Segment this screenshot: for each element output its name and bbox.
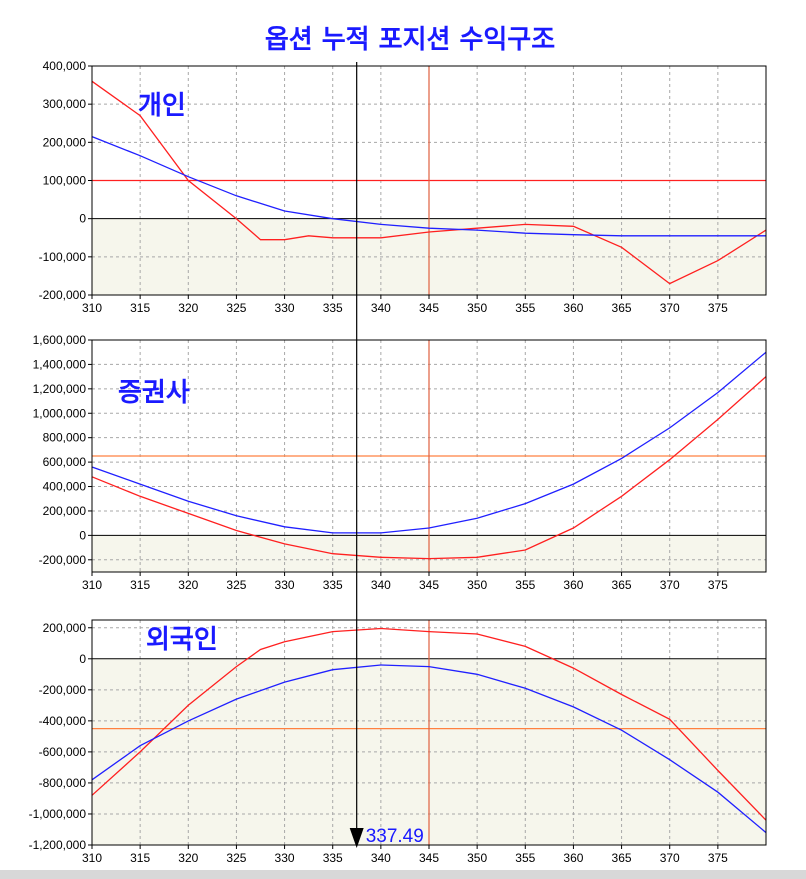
y-tick-label: 1,600,000: [33, 333, 87, 347]
y-tick-label: 800,000: [43, 431, 87, 445]
x-tick-label: 365: [612, 851, 632, 865]
y-tick-label: -200,000: [39, 553, 87, 567]
x-tick-label: 320: [178, 301, 198, 315]
y-tick-label: 200,000: [43, 504, 87, 518]
panel-label-individual: 개인: [138, 91, 186, 121]
x-tick-label: 350: [467, 851, 487, 865]
y-tick-label: 1,400,000: [33, 357, 87, 371]
x-tick-label: 310: [82, 301, 102, 315]
x-tick-label: 375: [708, 851, 728, 865]
x-tick-label: 315: [130, 301, 150, 315]
x-tick-label: 360: [563, 851, 583, 865]
panel-label-foreign: 외국인: [146, 625, 218, 655]
chart-panels: 310 315 320 325 330 335 340 345 350 355 360 365 370 3…: [29, 59, 767, 865]
x-tick-label: 345: [419, 301, 439, 315]
x-tick-label: 320: [178, 851, 198, 865]
y-tick-label: 200,000: [43, 621, 87, 635]
price-marker: 337.49: [349, 62, 424, 848]
y-tick-label: 1,000,000: [33, 406, 87, 420]
panel-securities: 310 315 320 325 330 335 340 345 350 355 360 365 370 3…: [33, 333, 767, 592]
y-tick-label: -200,000: [39, 288, 87, 302]
x-tick-label: 355: [515, 578, 535, 592]
x-tick-label: 310: [82, 851, 102, 865]
x-tick-label: 315: [130, 851, 150, 865]
series-line-blue: [91, 351, 767, 534]
series-line-red: [91, 80, 767, 285]
x-tick-label: 335: [323, 578, 343, 592]
series-line-red: [91, 376, 767, 560]
y-tick-label: -800,000: [39, 776, 87, 790]
x-tick-label: 340: [371, 301, 391, 315]
panel-label-securities: 증권사: [118, 378, 190, 408]
x-tick-label: 345: [419, 851, 439, 865]
marker-value-label: 337.49: [366, 826, 424, 847]
x-tick-label: 365: [612, 301, 632, 315]
series-line-blue: [91, 135, 766, 237]
x-tick-label: 330: [275, 301, 295, 315]
x-tick-label: 350: [467, 578, 487, 592]
chart-title: 옵션 누적 포지션 수익구조: [265, 25, 555, 55]
y-tick-label: 400,000: [43, 480, 87, 494]
x-tick-label: 355: [515, 301, 535, 315]
x-tick-label: 320: [178, 578, 198, 592]
x-tick-label: 335: [323, 301, 343, 315]
x-tick-label: 370: [660, 851, 680, 865]
x-tick-label: 365: [612, 578, 632, 592]
y-tick-label: -100,000: [39, 250, 87, 264]
x-tick-label: 340: [371, 851, 391, 865]
y-tick-label: 300,000: [43, 97, 87, 111]
bottom-scrollbar: [0, 870, 806, 879]
x-tick-label: 360: [563, 301, 583, 315]
y-tick-label: -600,000: [39, 745, 87, 759]
x-tick-label: 315: [130, 578, 150, 592]
x-tick-label: 325: [226, 578, 246, 592]
x-tick-label: 330: [275, 578, 295, 592]
x-tick-label: 360: [563, 578, 583, 592]
marker-arrowhead: [349, 828, 364, 848]
y-tick-label: -400,000: [39, 714, 87, 728]
y-tick-label: 0: [79, 528, 86, 542]
y-tick-label: -1,000,000: [29, 807, 87, 821]
y-tick-label: 600,000: [43, 455, 87, 469]
y-tick-label: 1,200,000: [33, 382, 87, 396]
x-tick-label: 355: [515, 851, 535, 865]
y-tick-label: 400,000: [43, 59, 87, 73]
x-tick-label: 325: [226, 851, 246, 865]
x-tick-label: 340: [371, 578, 391, 592]
x-tick-label: 375: [708, 578, 728, 592]
y-tick-label: 0: [79, 652, 86, 666]
x-tick-label: 330: [275, 851, 295, 865]
x-tick-label: 335: [323, 851, 343, 865]
y-tick-label: -1,200,000: [29, 838, 87, 852]
x-tick-label: 370: [660, 301, 680, 315]
y-tick-label: -200,000: [39, 683, 87, 697]
x-tick-label: 345: [419, 578, 439, 592]
panel-individual: 310 315 320 325 330 335 340 345 350 355 360 365 370 3…: [39, 59, 767, 315]
x-tick-label: 370: [660, 578, 680, 592]
y-tick-label: 0: [79, 212, 86, 226]
series-line-blue: [91, 664, 767, 834]
x-tick-label: 325: [226, 301, 246, 315]
panel-foreign: 310 315 320 325 330 335 340 345 350 355 360 365 370 3…: [29, 619, 767, 865]
x-tick-label: 375: [708, 301, 728, 315]
x-tick-label: 310: [82, 578, 102, 592]
x-tick-label: 350: [467, 301, 487, 315]
series-line-red: [91, 627, 767, 821]
y-tick-label: 200,000: [43, 135, 87, 149]
y-tick-label: 100,000: [43, 174, 87, 188]
